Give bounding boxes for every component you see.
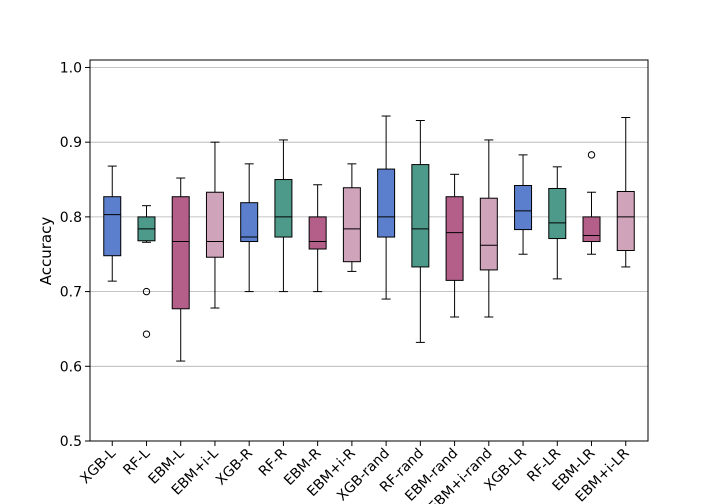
box-ebm-l	[171, 177, 190, 362]
box-rf-r	[274, 139, 293, 293]
outlier-point	[142, 330, 151, 338]
outlier-point	[142, 287, 151, 296]
iqr-box	[616, 190, 635, 251]
x-tick-label: XGB-R	[213, 445, 256, 488]
box-rf-rand	[411, 120, 430, 343]
y-tick-label: 1.0	[60, 60, 82, 76]
box-ebm+i-lr	[616, 117, 635, 268]
box-ebm-r	[308, 184, 327, 293]
box-xgb-r	[240, 163, 259, 293]
iqr-box	[240, 202, 259, 243]
boxes	[103, 115, 635, 362]
iqr-box	[205, 191, 224, 258]
box-xgb-l	[103, 165, 122, 282]
box-ebm-rand	[445, 173, 464, 318]
box-ebm-lr	[582, 151, 601, 255]
y-tick-label: 0.7	[60, 285, 82, 301]
plot-frame	[89, 59, 649, 442]
y-tick-label: 0.6	[60, 359, 82, 375]
y-axis-label: Accuracy	[37, 217, 55, 286]
box-xgb-rand	[377, 115, 396, 300]
iqr-box	[479, 197, 498, 271]
iqr-box	[308, 216, 327, 250]
iqr-box	[171, 196, 190, 310]
y-tick-label: 0.8	[60, 210, 82, 226]
y-axis: 0.5 0.6 0.7 0.8 0.9 1.0	[60, 60, 90, 450]
box-ebm+i-rand	[479, 139, 498, 318]
box-ebm+i-r	[342, 163, 361, 272]
box-ebm+i-l	[205, 141, 224, 309]
outlier-point	[587, 151, 596, 159]
iqr-box	[514, 185, 533, 231]
y-tick-label: 0.5	[60, 434, 82, 450]
box-xgb-lr	[514, 154, 533, 255]
iqr-box	[274, 179, 293, 238]
iqr-box	[103, 196, 122, 257]
iqr-box	[342, 187, 361, 263]
iqr-box	[377, 168, 396, 238]
iqr-box	[445, 196, 464, 281]
iqr-box	[548, 187, 567, 240]
y-tick-label: 0.9	[60, 135, 82, 151]
box-rf-lr	[548, 166, 567, 280]
x-tick-label: XGB-L	[77, 445, 119, 487]
iqr-box	[582, 216, 601, 243]
box-rf-l	[137, 205, 156, 338]
iqr-box	[411, 164, 430, 268]
